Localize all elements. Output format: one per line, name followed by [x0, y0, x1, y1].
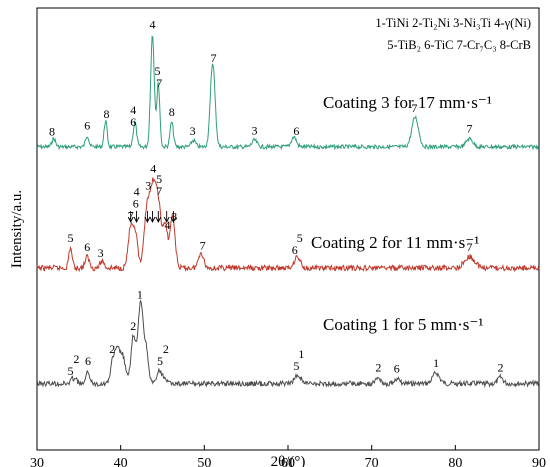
peak-arrow-5 — [155, 211, 162, 224]
peak-label-s3-9: 5 — [293, 359, 299, 373]
peak-label-s2-15: 5 — [297, 231, 303, 245]
x-tick-label-7: 90 — [532, 456, 546, 467]
peak-label-s3-14: 2 — [498, 360, 504, 374]
peak-label-s3-5: 2 — [130, 319, 136, 333]
peak-label-s3-8: 2 — [163, 342, 169, 356]
peak-label-s1-5: 4 — [130, 103, 136, 117]
peak-label-s1-4: 6 — [130, 115, 136, 129]
x-tick-label-1: 30 — [30, 456, 44, 467]
peak-label-s3-6: 1 — [137, 288, 143, 302]
peak-label-s3-7: 5 — [157, 354, 163, 368]
peak-label-s2-6: 4 — [134, 185, 140, 199]
x-tick-label-4: 60 — [281, 456, 295, 467]
peak-label-s2-7: 3 — [145, 179, 151, 193]
legend-line-1: 1-TiNi 2-Ti₂Ni 3-Ni₃Ti 4-γ(Ni) — [375, 16, 531, 30]
legend: 1-TiNi 2-Ti₂Ni 3-Ni₃Ti 4-γ(Ni) 5-TiB₂ 6-T… — [375, 16, 531, 52]
peak-label-s2-12: 3 — [171, 210, 177, 224]
peak-label-s1-6: 4 — [149, 18, 155, 32]
peak-label-s1-2: 6 — [84, 118, 90, 132]
peak-label-s1-9: 8 — [169, 105, 175, 119]
axis-layer: 30 40 50 60 70 80 90 2θ/(°) Intensity/a.u. — [9, 190, 546, 467]
peak-label-s1-1: 8 — [49, 124, 55, 138]
peak-label-s1-13: 6 — [293, 124, 299, 138]
series-layer — [36, 35, 540, 388]
peak-label-s2-9: 7 — [156, 184, 162, 198]
curve-label-1: Coating 3 for 17 mm·s⁻¹ — [323, 93, 492, 112]
peak-label-s2-13: 7 — [200, 238, 206, 252]
peak-arrow-4 — [149, 211, 156, 224]
peak-label-s1-12: 3 — [252, 123, 258, 137]
peak-label-s1-7: 7 — [156, 76, 162, 90]
peak-label-s2-1: 5 — [67, 231, 73, 245]
peak-label-s3-13: 1 — [433, 356, 439, 370]
peak-label-s1-14: 7 — [411, 101, 417, 115]
curve-label-layer: Coating 3 for 17 mm·s⁻¹ Coating 2 for 11 … — [311, 93, 492, 334]
peak-label-s2-3: 3 — [98, 246, 104, 260]
y-axis-title: Intensity/a.u. — [9, 190, 25, 268]
peak-arrow-6 — [163, 211, 170, 224]
peak-label-s3-1: 5 — [67, 364, 73, 378]
series-line-3 — [36, 299, 540, 388]
peak-label-s3-10: 1 — [298, 347, 304, 361]
peak-label-s2-2: 6 — [84, 240, 90, 254]
x-axis-title: 2θ/(°) — [271, 454, 306, 467]
peak-label-s3-2: 2 — [73, 352, 79, 366]
x-tick-label-6: 80 — [448, 456, 462, 467]
peak-label-s3-4: 2 — [109, 342, 115, 356]
legend-line-2: 5-TiB₂ 6-TiC 7-Cr₇C₃ 8-CrB — [387, 38, 531, 52]
x-tick-label-3: 50 — [197, 456, 211, 467]
series-line-2 — [36, 177, 540, 273]
peak-label-s1-3: 8 — [103, 107, 109, 121]
peak-label-s1-10: 3 — [190, 124, 196, 138]
arrow-layer — [127, 211, 177, 224]
peak-label-s1-11: 7 — [211, 51, 217, 65]
peak-label-s3-12: 6 — [394, 362, 400, 376]
peak-label-s2-8: 4 — [150, 162, 156, 176]
peak-label-s1-15: 7 — [467, 122, 473, 136]
peak-label-s2-10: 5 — [156, 172, 162, 186]
peak-label-s2-14: 6 — [292, 243, 298, 257]
peak-label-s2-11: 4 — [165, 218, 171, 232]
curve-label-3: Coating 1 for 5 mm·s⁻¹ — [323, 315, 483, 334]
peak-arrow-7 — [170, 211, 177, 224]
peak-label-s3-11: 2 — [375, 360, 381, 374]
series-line-1 — [36, 35, 540, 151]
peak-arrow-3 — [144, 211, 151, 224]
peak-arrow-1 — [127, 211, 134, 224]
x-tick-label-5: 70 — [365, 456, 379, 467]
peak-label-s2-5: 6 — [133, 197, 139, 211]
curve-label-2: Coating 2 for 11 mm·s⁻¹ — [311, 233, 479, 252]
peak-label-s3-3: 6 — [85, 354, 91, 368]
peak-label-s1-8: 5 — [154, 64, 160, 78]
peak-arrow-2 — [133, 211, 140, 224]
peak-label-s2-16: 7 — [467, 240, 473, 254]
x-tick-label-2: 40 — [114, 456, 128, 467]
